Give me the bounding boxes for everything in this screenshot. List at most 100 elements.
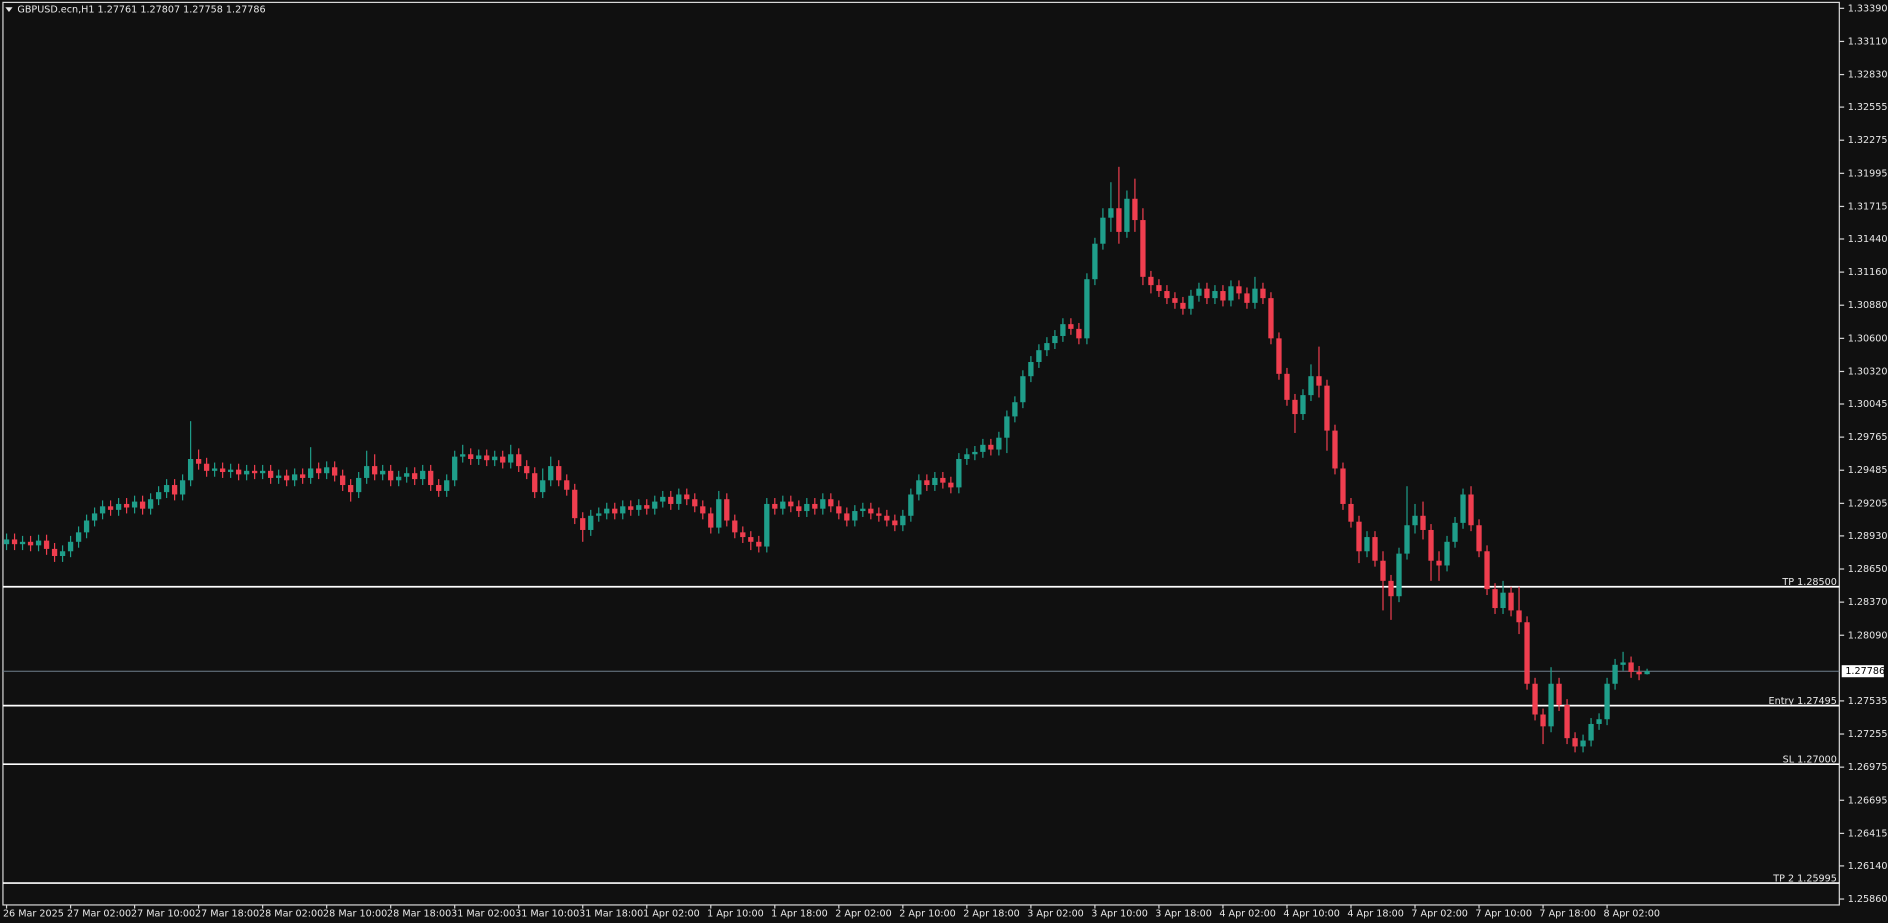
candle-body [948, 482, 954, 488]
candle-body [788, 501, 794, 507]
y-tick-label: 1.32555 [1848, 102, 1888, 113]
candle-body [267, 470, 274, 478]
candle-body [1052, 335, 1058, 344]
current-price-label: 1.27786 [1845, 666, 1885, 677]
candle-body [404, 473, 410, 477]
plot-frame [2, 1, 1840, 906]
candle-body [1348, 503, 1354, 522]
candle-body [107, 506, 114, 510]
candle-body [1012, 402, 1018, 417]
candle-body [1116, 208, 1122, 232]
candle-body [243, 470, 250, 475]
menu-arrow[interactable] [5, 7, 13, 13]
candle-body [1396, 553, 1402, 597]
y-tick-label: 1.31995 [1848, 168, 1888, 179]
candle-body [1436, 560, 1442, 566]
candle-body [1380, 560, 1386, 581]
current-price-box [1841, 665, 1884, 678]
candle-body [1060, 324, 1066, 336]
candle-body [1428, 529, 1434, 561]
candle-body [1308, 376, 1314, 396]
candle-body [604, 508, 610, 514]
y-tick-label: 1.27255 [1848, 729, 1888, 740]
y-tick-label: 1.28650 [1848, 564, 1888, 575]
candle-body [163, 485, 170, 493]
candle-body [804, 503, 810, 512]
candle-body [716, 499, 722, 528]
x-tick-label: 1 Apr 10:00 [707, 908, 764, 919]
candle-body [500, 456, 506, 463]
candle-body [620, 506, 626, 514]
y-tick-label: 1.30320 [1848, 366, 1888, 377]
x-tick-label: 31 Mar 18:00 [579, 908, 643, 919]
candle-body [1156, 285, 1162, 292]
candle-body [19, 541, 26, 545]
candle-body [1260, 288, 1266, 299]
candle-body [51, 548, 58, 556]
candle-body [1164, 291, 1170, 299]
candle-body [420, 470, 426, 480]
candle-body [1492, 589, 1498, 609]
candle-body [43, 540, 50, 549]
y-tick-label: 1.28370 [1848, 597, 1888, 608]
candle-body [91, 513, 98, 521]
candle-body [35, 540, 42, 546]
candle-body [548, 466, 554, 481]
candle-body [692, 499, 698, 507]
candle-body [1580, 740, 1586, 747]
candle-body [59, 551, 66, 556]
candle-body [364, 466, 370, 478]
candle-body [412, 473, 418, 480]
candle-body [1524, 622, 1530, 684]
candle-body [1636, 671, 1642, 675]
candle-body [155, 492, 162, 500]
candle-body [284, 475, 290, 481]
candle-body [860, 508, 866, 512]
candle-body [1508, 592, 1514, 611]
candle-body [300, 474, 306, 478]
x-tick-label: 27 Mar 02:00 [67, 908, 131, 919]
y-tick-label: 1.32275 [1848, 135, 1888, 146]
x-tick-label: 4 Apr 10:00 [1283, 908, 1340, 919]
candle-body [660, 496, 666, 502]
candle-body [492, 456, 498, 461]
candle-body [1236, 286, 1242, 294]
candle-body [1268, 298, 1274, 339]
candle-body [147, 499, 154, 509]
candle-body [348, 485, 354, 493]
candle-body [732, 520, 738, 533]
candle-body [1356, 521, 1362, 552]
candle-body [668, 496, 674, 504]
candle-body [708, 513, 714, 528]
candle-body [1420, 515, 1426, 530]
candle-body [1588, 723, 1594, 741]
y-tick-label: 1.29765 [1848, 432, 1888, 443]
candle-body [956, 459, 962, 488]
candle-body [1044, 343, 1050, 351]
y-tick-label: 1.33110 [1848, 36, 1888, 47]
candle-body [1540, 714, 1546, 727]
candle-body [476, 455, 482, 460]
candle-body [636, 505, 642, 510]
y-tick-label: 1.26140 [1848, 861, 1888, 872]
candle-body [628, 506, 634, 510]
candle-body [316, 468, 322, 474]
y-tick-label: 1.26695 [1848, 795, 1888, 806]
candle-body [83, 520, 90, 533]
candle-body [540, 480, 546, 493]
candle-body [1188, 295, 1194, 309]
candle-body [1572, 738, 1578, 747]
candle-body [780, 501, 786, 509]
candle-body [187, 459, 194, 481]
candle-body [676, 494, 682, 504]
candle-body [219, 468, 226, 473]
candle-body [996, 437, 1002, 450]
candle-body [652, 501, 658, 509]
candle-body [1220, 291, 1226, 301]
candle-body [1340, 468, 1346, 504]
candle-body [564, 480, 570, 490]
candle-body [1092, 243, 1098, 280]
y-tick-label: 1.30600 [1848, 333, 1888, 344]
x-tick-label: 27 Mar 18:00 [195, 908, 259, 919]
candle-body [436, 485, 442, 491]
